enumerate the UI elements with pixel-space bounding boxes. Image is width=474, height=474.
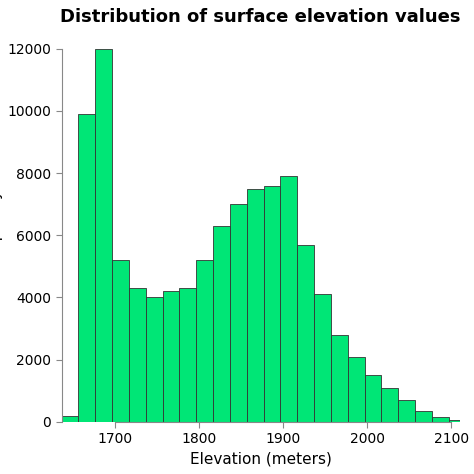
Bar — [95, 49, 112, 422]
Bar — [348, 356, 365, 422]
Bar — [230, 204, 247, 422]
Title: Distribution of surface elevation values: Distribution of surface elevation values — [61, 8, 461, 26]
Bar — [398, 400, 415, 422]
Bar — [196, 260, 213, 422]
Bar — [62, 416, 79, 422]
Bar — [163, 291, 180, 422]
X-axis label: Elevation (meters): Elevation (meters) — [190, 452, 332, 467]
Bar — [432, 417, 449, 422]
Bar — [382, 388, 398, 422]
Bar — [331, 335, 348, 422]
Y-axis label: Frequency: Frequency — [0, 188, 2, 267]
Bar — [112, 260, 129, 422]
Bar — [79, 114, 95, 422]
Bar — [264, 185, 281, 422]
Bar — [281, 176, 297, 422]
Bar — [415, 411, 432, 422]
Bar — [146, 298, 163, 422]
Bar — [449, 420, 460, 422]
Bar — [297, 245, 314, 422]
Bar — [314, 294, 331, 422]
Bar — [247, 189, 264, 422]
Bar — [180, 288, 196, 422]
Bar — [129, 288, 146, 422]
Bar — [213, 226, 230, 422]
Bar — [365, 375, 382, 422]
